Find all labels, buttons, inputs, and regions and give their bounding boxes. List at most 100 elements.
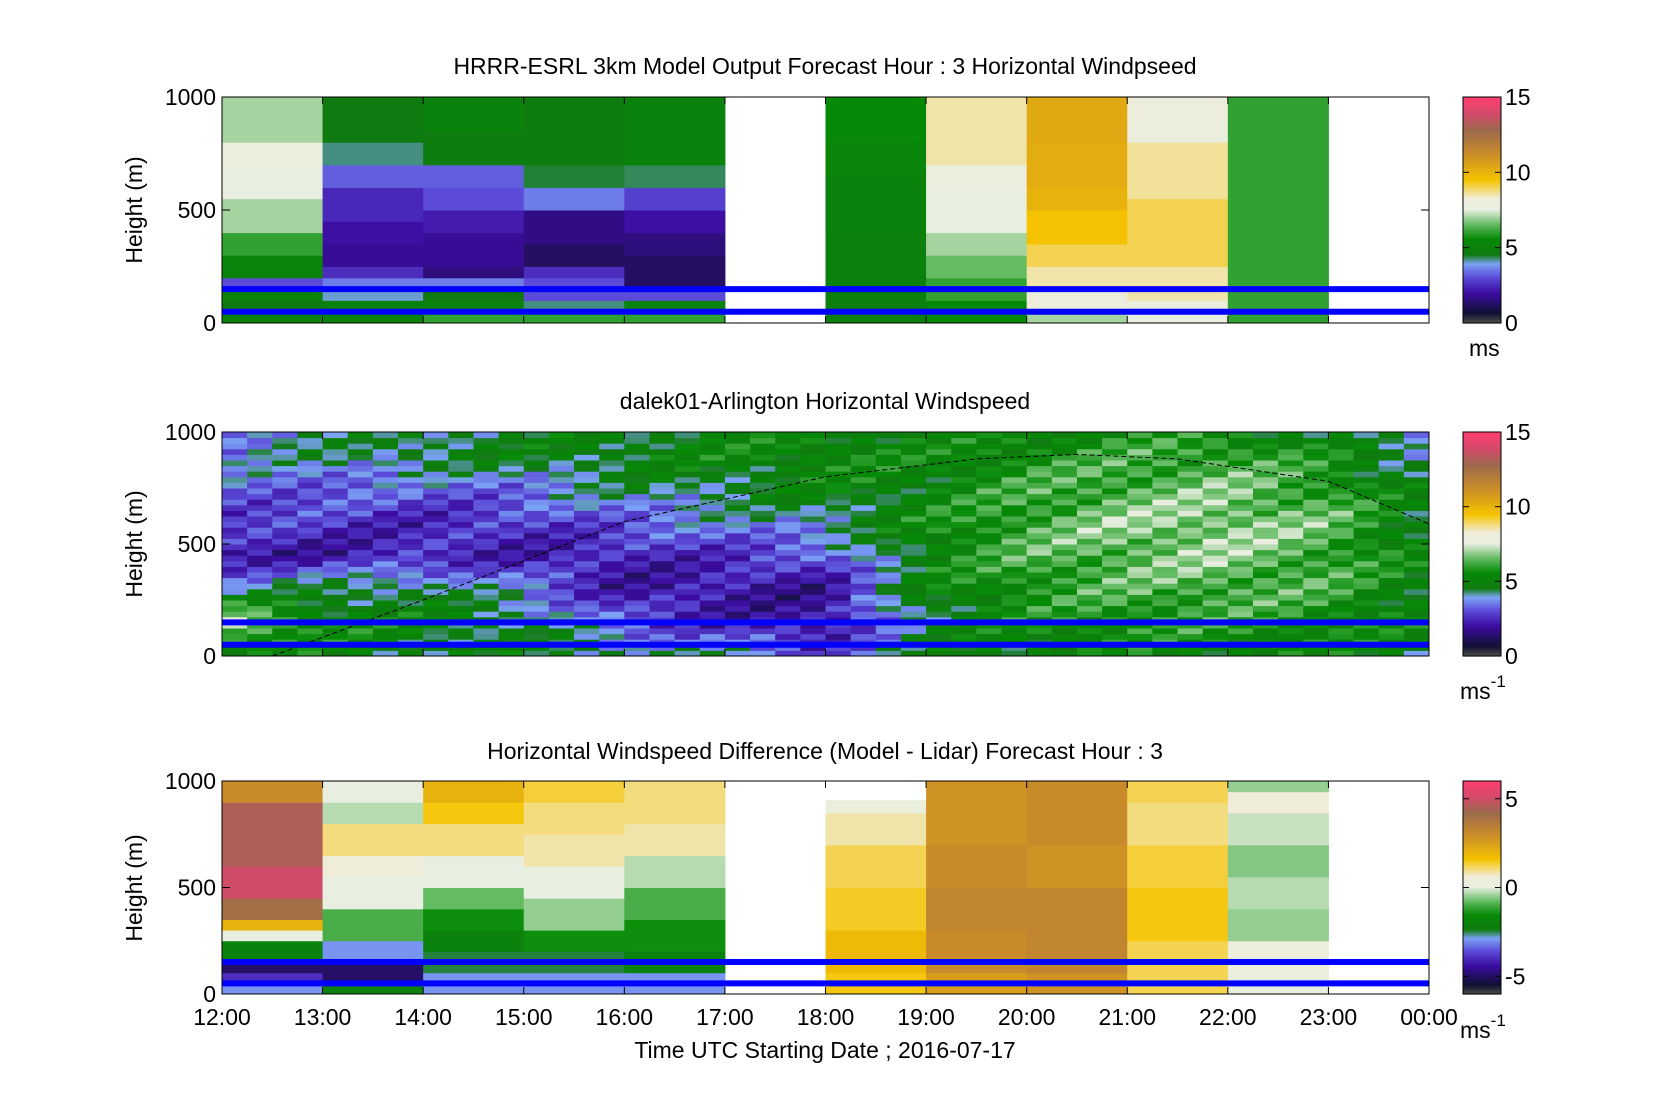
heatmap-cell [372,633,399,640]
colorbar-segment [1463,976,1501,979]
colorbar-segment [1463,306,1501,309]
heatmap-cell [1001,622,1028,629]
heatmap-cell [724,572,751,579]
heatmap-cell [599,465,625,472]
heatmap-cell [825,887,927,931]
heatmap-cell [1102,594,1128,601]
heatmap-cell [322,164,424,188]
heatmap-cell [951,600,977,607]
heatmap-cell [1177,633,1204,640]
heatmap-cell [473,600,500,607]
heatmap-cell [1227,572,1254,579]
colorbar-segment [1463,938,1501,942]
heatmap-cell [1227,448,1254,455]
heatmap-cell [574,611,600,618]
heatmap-cell [1026,448,1053,455]
heatmap-cell [1102,600,1128,607]
colorbar-segment [1463,917,1501,921]
heatmap-cell [1177,560,1204,567]
heatmap-cell [1152,600,1179,607]
heatmap-cell [448,566,474,573]
heatmap-cell [724,633,751,640]
colorbar-segment [1463,907,1501,910]
heatmap-cell [1076,482,1103,489]
heatmap-cell [398,499,424,506]
heatmap-cell [473,544,500,551]
heatmap-cell [724,465,751,472]
heatmap-cell [523,532,550,539]
svg-text:ms-1: ms-1 [1460,672,1506,704]
heatmap-cell [1051,493,1078,500]
heatmap-cell [775,633,801,640]
colorbar-segment [1463,654,1501,657]
heatmap-cell [247,493,273,500]
colorbar-segment [1463,572,1501,575]
heatmap-cell [800,460,826,467]
colorbar-segment [1463,594,1501,597]
heatmap-cell [674,628,701,635]
heatmap-cell [423,622,449,629]
heatmap-cell [599,644,625,651]
heatmap-cell [724,538,751,545]
heatmap-cell [599,488,625,495]
heatmap-cell [875,521,902,528]
colorbar-segment [1463,194,1501,198]
heatmap-cell [775,611,801,618]
heatmap-cell [1328,504,1355,511]
heatmap-cell [347,443,374,450]
heatmap-cell [574,437,600,444]
heatmap-cell [1026,243,1128,267]
heatmap-cell [347,460,374,467]
colorbar-segment [1463,853,1501,857]
heatmap-cell [1177,454,1204,461]
heatmap-cell [976,504,1003,511]
colorbar-segment [1463,238,1501,241]
heatmap-cell [574,471,600,478]
heatmap-cell [699,600,726,607]
heatmap-cell [1026,266,1128,290]
colorbar-segment [1463,814,1501,818]
heatmap-cell [423,628,449,635]
heatmap-cell [1378,443,1405,450]
heatmap-cell [926,549,952,556]
heatmap-cell [1127,476,1153,483]
heatmap-cell [1378,650,1405,656]
colorbar-segment [1463,172,1501,175]
heatmap-cell [1127,622,1153,629]
heatmap-cell [750,633,776,640]
heatmap-cell [875,482,902,489]
heatmap-cell [1202,650,1229,656]
heatmap-cell [624,644,650,651]
heatmap-cell [222,972,324,984]
heatmap-cell [272,588,298,595]
heatmap-cell [850,583,877,590]
heatmap-cell [1127,488,1153,495]
heatmap-cell [398,516,424,523]
heatmap-cell [322,560,349,567]
heatmap-cell [1026,187,1128,211]
heatmap-cell [1403,633,1429,640]
heatmap-cell [423,521,449,528]
colorbar-segment [1463,827,1501,830]
heatmap-cell [297,437,324,444]
heatmap-cell [825,443,852,450]
heatmap-cell [875,594,902,601]
heatmap-cell [423,527,449,534]
colorbar-segment [1463,170,1501,173]
heatmap-cell [800,521,826,528]
heatmap-cell [699,611,726,618]
heatmap-cell [297,544,324,551]
heatmap-cell [423,465,449,472]
heatmap-cell [1127,628,1153,635]
heatmap-cell [297,432,324,439]
colorbar-segment [1463,206,1501,209]
heatmap-cell [322,311,424,323]
heatmap-cell [1051,454,1078,461]
heatmap-cell [1001,510,1028,517]
heatmap-cell [398,454,424,461]
heatmap-cell [724,443,751,450]
heatmap-cell [423,300,525,313]
heatmap-cell [1127,560,1153,567]
heatmap-cell [1127,611,1153,618]
heatmap-cell [548,443,575,450]
